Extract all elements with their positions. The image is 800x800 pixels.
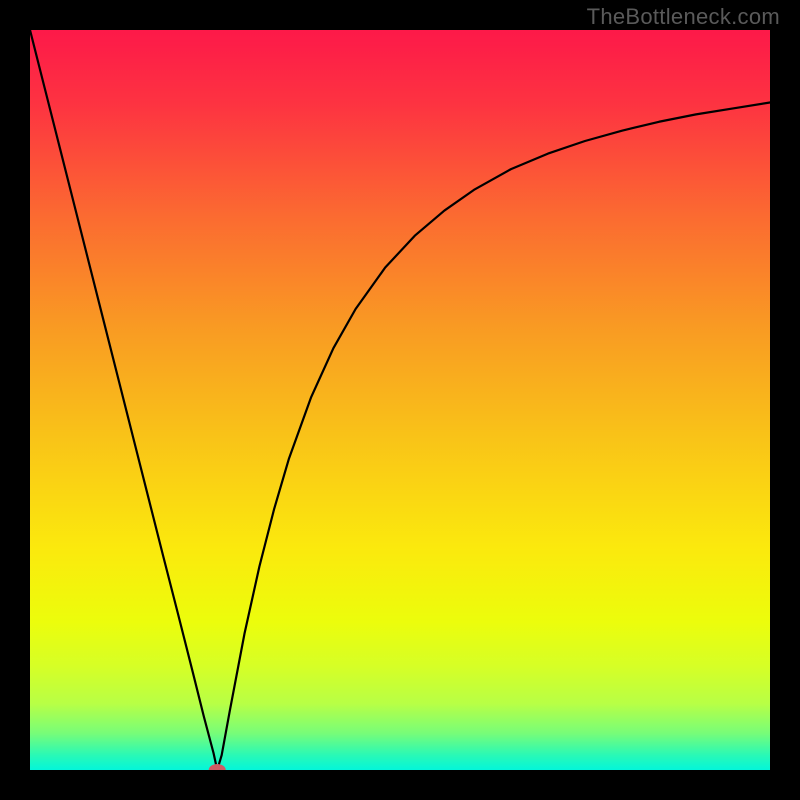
chart-svg [30, 30, 770, 770]
watermark-text: TheBottleneck.com [587, 4, 780, 30]
gradient-background [30, 30, 770, 770]
plot-area [30, 30, 770, 770]
chart-root: TheBottleneck.com [0, 0, 800, 800]
